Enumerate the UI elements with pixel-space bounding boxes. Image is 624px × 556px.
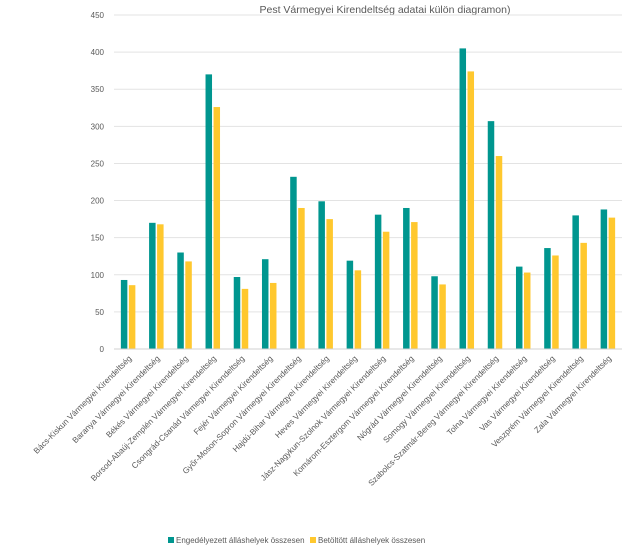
x-category-label: Bács-Kiskun Vármegyei Kirendeltség: [32, 354, 134, 456]
bar-betoltott: [580, 242, 587, 349]
bar-engedelyezett: [149, 222, 156, 349]
bar-engedelyezett: [459, 48, 467, 350]
y-axis-tick-labels: 0 50 100 150 200 250 300 350 400 450: [91, 11, 105, 354]
y-tick-label: 250: [91, 159, 105, 168]
bar-betoltott: [608, 217, 616, 349]
bar-engedelyezett: [205, 74, 213, 349]
bar-engedelyezett: [431, 276, 438, 349]
bar-engedelyezett: [600, 209, 608, 349]
y-tick-label: 450: [91, 11, 105, 20]
bar-betoltott: [552, 255, 559, 349]
x-category-label: Szabolcs-Szatmár-Bereg Vármegyei Kirende…: [367, 354, 501, 488]
y-tick-label: 350: [91, 85, 105, 94]
x-axis-category-labels: Bács-Kiskun Vármegyei KirendeltségBarany…: [32, 354, 614, 488]
bar-betoltott: [298, 207, 305, 349]
bar-engedelyezett: [515, 266, 523, 349]
y-tick-label: 50: [95, 308, 104, 317]
legend: Engedélyezett álláshelyek összesen Betölt…: [168, 536, 425, 545]
bar-betoltott: [185, 261, 192, 349]
bar-betoltott: [326, 219, 333, 349]
bar-betoltott: [467, 71, 475, 350]
bars: [120, 48, 616, 350]
y-tick-label: 100: [91, 271, 105, 280]
bar-engedelyezett: [177, 252, 184, 349]
bar-betoltott: [382, 231, 390, 349]
bar-betoltott: [439, 284, 446, 349]
y-tick-label: 0: [100, 345, 105, 354]
bar-engedelyezett: [290, 176, 297, 349]
bar-engedelyezett: [403, 207, 410, 349]
bar-betoltott: [354, 270, 362, 349]
bar-engedelyezett: [346, 260, 354, 349]
bar-betoltott: [523, 272, 531, 349]
bar-engedelyezett: [572, 215, 579, 349]
bar-betoltott: [157, 224, 164, 349]
legend-label: Engedélyezett álláshelyek összesen: [176, 536, 305, 545]
bar-engedelyezett: [544, 248, 551, 349]
y-tick-label: 200: [91, 197, 105, 206]
bar-betoltott: [495, 156, 503, 349]
bar-engedelyezett: [318, 201, 325, 349]
gridlines: [114, 14, 622, 313]
bar-engedelyezett: [233, 277, 241, 349]
chart-title: Pest Vármegyei Kirendeltség adatai külön…: [260, 4, 511, 16]
y-tick-label: 400: [91, 48, 105, 57]
bar-engedelyezett: [487, 121, 495, 349]
bar-engedelyezett: [261, 259, 269, 349]
y-tick-label: 150: [91, 234, 105, 243]
legend-swatch: [168, 537, 174, 543]
bar-betoltott: [213, 107, 221, 349]
legend-label: Betöltött álláshelyek összesen: [318, 536, 425, 545]
bar-betoltott: [411, 222, 418, 349]
bar-betoltott: [269, 282, 277, 349]
legend-swatch: [310, 537, 316, 543]
bar-engedelyezett: [374, 214, 382, 349]
bar-betoltott: [241, 288, 249, 349]
bar-betoltott: [128, 285, 136, 349]
bar-engedelyezett: [120, 279, 128, 349]
y-tick-label: 300: [91, 122, 105, 131]
